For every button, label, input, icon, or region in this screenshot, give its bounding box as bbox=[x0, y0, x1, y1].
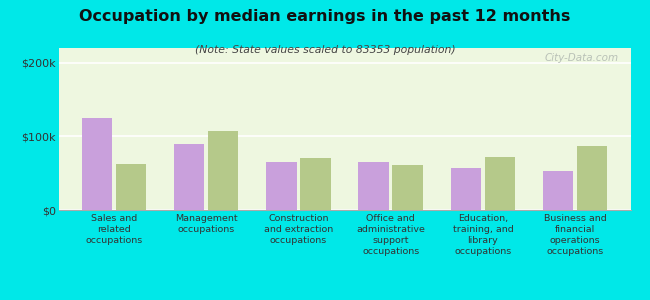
Bar bbox=[208, 131, 239, 210]
Bar bbox=[116, 164, 146, 210]
Text: (Note: State values scaled to 83353 population): (Note: State values scaled to 83353 popu… bbox=[195, 45, 455, 55]
Bar bbox=[358, 162, 389, 210]
Bar bbox=[485, 157, 515, 210]
Bar bbox=[543, 171, 573, 210]
Bar bbox=[266, 162, 296, 210]
Bar bbox=[174, 144, 204, 210]
Bar bbox=[577, 146, 608, 210]
Bar bbox=[81, 118, 112, 210]
Legend: 83353, Idaho: 83353, Idaho bbox=[276, 297, 413, 300]
Bar bbox=[450, 168, 481, 210]
Text: City-Data.com: City-Data.com bbox=[545, 53, 619, 63]
Text: Occupation by median earnings in the past 12 months: Occupation by median earnings in the pas… bbox=[79, 9, 571, 24]
Bar bbox=[393, 165, 423, 210]
Bar bbox=[300, 158, 331, 210]
